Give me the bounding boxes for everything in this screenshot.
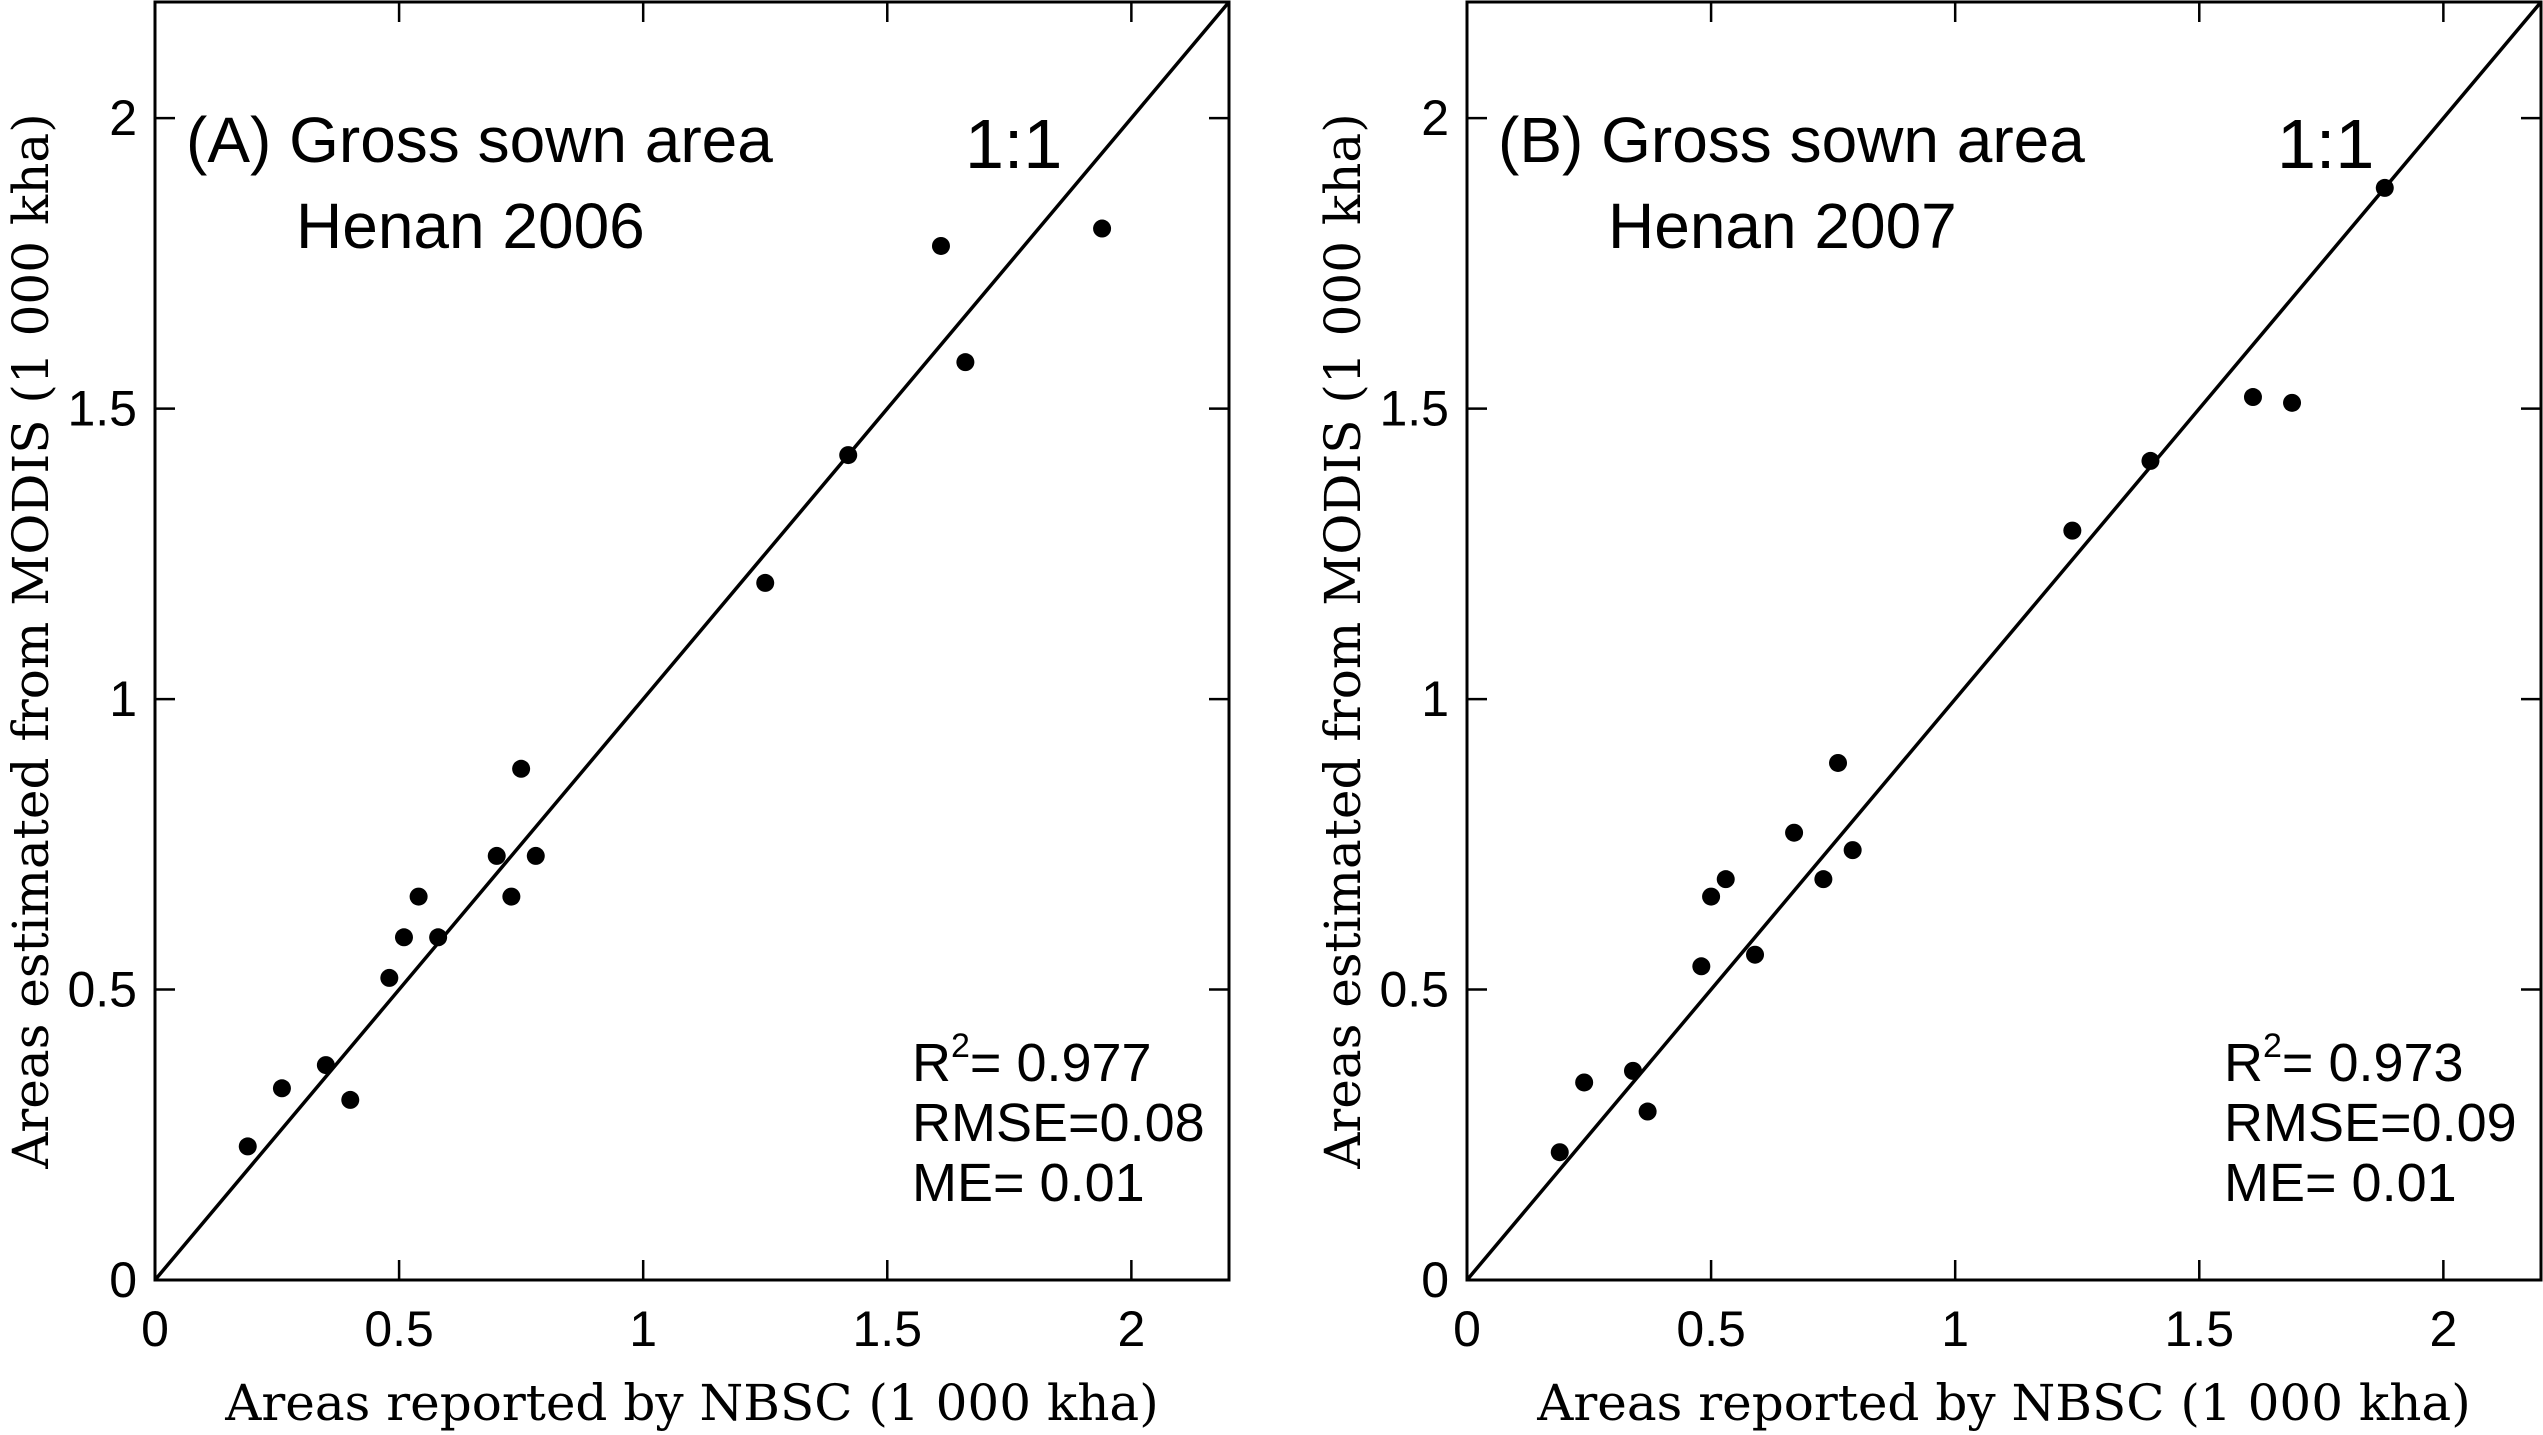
x-tick-label: 1	[1941, 1301, 1969, 1357]
panel-title: (A) Gross sown area	[186, 104, 773, 176]
rmse-label: RMSE=0.08	[912, 1093, 1205, 1153]
data-point	[931, 236, 950, 255]
plot-frame	[1465, 0, 2543, 1282]
y-tick-label: 1	[109, 671, 137, 727]
data-point	[839, 446, 858, 465]
data-point	[1702, 887, 1721, 906]
x-tick-label: 0	[141, 1301, 169, 1357]
one-to-one-label: 1:1	[2277, 105, 2374, 183]
r-squared-superscript: 2	[951, 1027, 970, 1065]
x-tick-label: 1	[629, 1301, 657, 1357]
x-tick-label: 0.5	[1676, 1301, 1746, 1357]
plot-frame	[153, 0, 1231, 1282]
data-point	[1829, 753, 1848, 772]
data-point	[341, 1090, 360, 1109]
y-axis-label: Areas estimated from MODIS (1 000 kha)	[2, 113, 60, 1169]
y-tick-label: 0	[109, 1252, 137, 1308]
data-point	[429, 928, 448, 947]
data-point	[272, 1079, 291, 1098]
y-tick-label: 0	[1421, 1252, 1449, 1308]
r-squared-value: = 0.977	[970, 1033, 1152, 1093]
data-point	[526, 846, 545, 865]
x-axis-label: Areas reported by NBSC (1 000 kha)	[224, 1374, 1158, 1432]
x-tick-label: 1.5	[2165, 1301, 2235, 1357]
r-squared-symbol: R	[2224, 1033, 2263, 1093]
data-point	[1623, 1061, 1642, 1080]
data-point	[394, 928, 413, 947]
x-tick-label: 2	[2429, 1301, 2457, 1357]
data-point	[756, 573, 775, 592]
r-squared-superscript: 2	[2263, 1027, 2282, 1065]
data-point	[1575, 1073, 1594, 1092]
rmse-label: RMSE=0.09	[2224, 1093, 2517, 1153]
x-tick-label: 2	[1117, 1301, 1145, 1357]
data-point	[1692, 957, 1711, 976]
r-squared-symbol: R	[912, 1033, 951, 1093]
panel-subtitle: Henan 2006	[296, 190, 645, 262]
x-tick-label: 0.5	[364, 1301, 434, 1357]
data-point	[2375, 178, 2394, 197]
data-point	[956, 353, 975, 372]
data-point	[380, 968, 399, 987]
x-tick-label: 1.5	[853, 1301, 923, 1357]
data-point	[409, 887, 428, 906]
data-point	[1716, 870, 1735, 889]
y-axis-label: Areas estimated from MODIS (1 000 kha)	[1314, 113, 1372, 1169]
panel-b: 0 0.5 1 1.5 2 0 0.5 1 1.5 2 Areas reported by NBSC…	[1314, 0, 2543, 1432]
y-tick-label: 1.5	[67, 381, 137, 437]
y-tick-label: 1.5	[1379, 381, 1449, 437]
r-squared-value: = 0.973	[2282, 1033, 2464, 1093]
one-to-one-line	[1465, 0, 2543, 1282]
y-tick-label: 2	[1421, 90, 1449, 146]
data-point	[2243, 388, 2262, 407]
one-to-one-label: 1:1	[965, 105, 1062, 183]
data-point	[1843, 841, 1862, 860]
data-point	[512, 759, 531, 778]
data-point	[1093, 219, 1112, 238]
data-point	[1746, 945, 1765, 964]
me-label: ME= 0.01	[2224, 1153, 2457, 1213]
me-label: ME= 0.01	[912, 1153, 1145, 1213]
x-tick-label: 0	[1453, 1301, 1481, 1357]
y-tick-label: 0.5	[1379, 962, 1449, 1018]
data-point	[1785, 823, 1804, 842]
panel-title: (B) Gross sown area	[1498, 104, 2085, 176]
data-point	[502, 887, 521, 906]
data-point	[316, 1056, 335, 1075]
r-squared-label: R2= 0.973	[2224, 1027, 2464, 1093]
data-point	[1814, 870, 1833, 889]
data-point	[2141, 451, 2160, 470]
y-tick-label: 2	[109, 90, 137, 146]
data-point	[238, 1137, 257, 1156]
data-point	[2283, 393, 2302, 412]
panel-subtitle: Henan 2007	[1608, 190, 1957, 262]
data-point	[1550, 1143, 1569, 1162]
data-point	[1638, 1102, 1657, 1121]
y-tick-label: 0.5	[67, 962, 137, 1018]
y-tick-label: 1	[1421, 671, 1449, 727]
r-squared-label: R2= 0.977	[912, 1027, 1152, 1093]
data-point	[2063, 521, 2082, 540]
data-point	[487, 846, 506, 865]
panel-a: 0 0.5 1 1.5 2 0 0.5 1 1.5 2 Areas reported by NBSC…	[2, 0, 1231, 1432]
x-axis-label: Areas reported by NBSC (1 000 kha)	[1536, 1374, 2470, 1432]
